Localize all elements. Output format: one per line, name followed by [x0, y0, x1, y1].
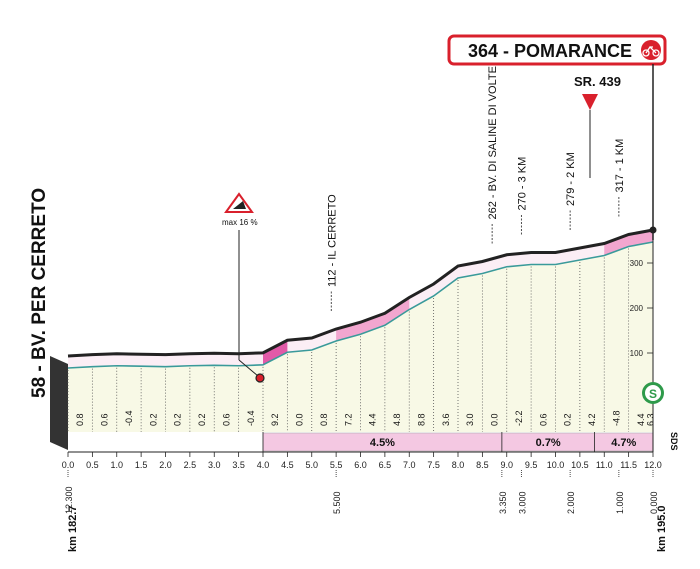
x-tick-label: 3.0	[208, 460, 221, 470]
y-tick-label: 200	[630, 304, 644, 313]
remaining-km-label: 5.500	[332, 491, 342, 514]
segment-gradient-label: 6.3	[646, 413, 656, 426]
steep-warning-line-2	[238, 359, 259, 377]
x-axis: 0.0 0.5 1.0 1.5 2.0 2.5 3.0 3.5 4.0 4.5 5.0 5.5 6.0 6…	[62, 452, 662, 514]
x-tick-label: 6.5	[379, 460, 392, 470]
remaining-km-label: 2.000	[566, 491, 576, 514]
segment-gradient-label: 0.2	[197, 413, 207, 426]
x-tick-label: 2.5	[184, 460, 197, 470]
segment-gradient-label: -4.8	[611, 410, 621, 426]
segment-gradient-label: 0.8	[319, 413, 329, 426]
segment-gradient-label: 0.2	[148, 413, 158, 426]
profile-gridlines	[67, 244, 654, 432]
y-tick-label: 300	[630, 259, 644, 268]
start-label: 58 - BV. PER CERRETO	[29, 188, 50, 398]
x-tick-label: 8.5	[476, 460, 489, 470]
sprint-icon: S	[642, 382, 664, 404]
profile-top-line	[67, 228, 654, 358]
x-tick-label: 6.0	[354, 460, 367, 470]
average-gradient-label: 4.7%	[611, 437, 636, 449]
x-tick-label: 1.5	[135, 460, 148, 470]
x-tick-label: 11.0	[596, 460, 613, 470]
segment-gradient-label: 9.2	[270, 413, 280, 426]
segment-gradient-label: -0.4	[124, 410, 134, 426]
segment-gradient-label: -2.2	[514, 410, 524, 426]
segment-gradient-label: 0.0	[295, 413, 305, 426]
bicycle-finish-icon	[641, 40, 661, 60]
km-end-label: km 195.0	[656, 506, 668, 552]
x-tick-label: 0.0	[62, 460, 75, 470]
poi-label: 112 - IL CERRETO	[326, 194, 338, 287]
climb-segment	[604, 230, 653, 256]
x-tick-label: 9.5	[525, 460, 538, 470]
profile-inner-line	[67, 241, 654, 369]
remaining-km-label: 3.000	[517, 491, 527, 514]
road-marker-icon	[582, 94, 598, 110]
segment-gradient-label: 0.0	[490, 413, 500, 426]
steep-marker	[255, 373, 265, 383]
segment-gradient-label: 0.6	[100, 413, 110, 426]
climb-segment	[263, 340, 288, 365]
segment-gradient-labels: 0.8 0.6 -0.4 0.2 0.2 0.2 0.6 -0.4 9.2 0.0 0.8 7.2 4.…	[75, 410, 655, 426]
segment-gradient-label: 4.4	[368, 413, 378, 426]
steep-warning-icon	[224, 192, 254, 213]
segment-gradient-label: 4.4	[636, 413, 646, 426]
km-start-label: km 182.7	[67, 506, 79, 552]
sprint-label: SDS	[669, 432, 679, 451]
x-tick-label: 2.0	[159, 460, 172, 470]
points-of-interest: 112 - IL CERRETO 262 - BV. DI SALINE DI V…	[326, 42, 626, 311]
x-tick-label: 7.5	[427, 460, 440, 470]
profile-side-block	[50, 356, 68, 450]
x-tick-label: 0.5	[86, 460, 99, 470]
x-tick-label: 11.5	[620, 460, 637, 470]
average-gradient-bar: 4.5% 0.7% 4.7%	[68, 432, 654, 453]
segment-gradient-label: 0.2	[173, 413, 183, 426]
x-tick-label: 10.5	[571, 460, 589, 470]
poi-label: 262 - BV. DI SALINE DI VOLTERRA	[487, 42, 499, 219]
poi-label: 270 - 3 KM	[516, 157, 528, 211]
segment-gradient-label: 0.6	[221, 413, 231, 426]
y-axis: 100 200 300	[630, 230, 654, 452]
x-tick-label: 8.0	[452, 460, 465, 470]
segment-gradient-label: 4.2	[587, 413, 597, 426]
y-tick-label: 100	[630, 349, 644, 358]
poi-label: 279 - 2 KM	[565, 152, 577, 206]
remaining-km-label: 0.000	[649, 491, 659, 514]
segment-gradient-label: -0.4	[246, 410, 256, 426]
x-tick-label: 1.0	[110, 460, 123, 470]
remaining-km-label: 3.350	[498, 491, 508, 514]
x-tick-label: 3.5	[232, 460, 245, 470]
remaining-km-label: 1.000	[615, 491, 625, 514]
profile-line	[67, 226, 657, 369]
segment-gradient-label: 8.8	[416, 413, 426, 426]
x-tick-label: 4.5	[281, 460, 294, 470]
finish-title: 364 - POMARANCE	[468, 41, 632, 61]
segment-gradient-label: 0.6	[538, 413, 548, 426]
road-label: SR. 439	[574, 74, 621, 89]
x-tick-label: 9.0	[500, 460, 513, 470]
segment-gradient-label: 3.6	[441, 413, 451, 426]
x-tick-label: 4.0	[257, 460, 270, 470]
poi-label: 317 - 1 KM	[614, 139, 626, 193]
remaining-km-label: 12.300	[64, 486, 74, 514]
segment-gradient-label: 0.8	[75, 413, 85, 426]
x-tick-label: 5.0	[305, 460, 318, 470]
segment-gradient-label: 7.2	[343, 413, 353, 426]
segment-gradient-label: 0.2	[563, 413, 573, 426]
svg-text:S: S	[649, 387, 657, 401]
x-tick-label: 12.0	[644, 460, 662, 470]
steep-warning-label: max 16 %	[222, 218, 258, 227]
finish-box: 364 - POMARANCE	[447, 34, 667, 66]
x-tick-label: 7.0	[403, 460, 416, 470]
profile-band	[68, 230, 653, 368]
x-tick-label: 5.5	[330, 460, 343, 470]
x-tick-label: 10.0	[547, 460, 565, 470]
average-gradient-label: 0.7%	[536, 437, 561, 449]
average-gradient-label: 4.5%	[370, 437, 395, 449]
segment-gradient-label: 4.8	[392, 413, 402, 426]
segment-gradient-label: 3.0	[465, 413, 475, 426]
